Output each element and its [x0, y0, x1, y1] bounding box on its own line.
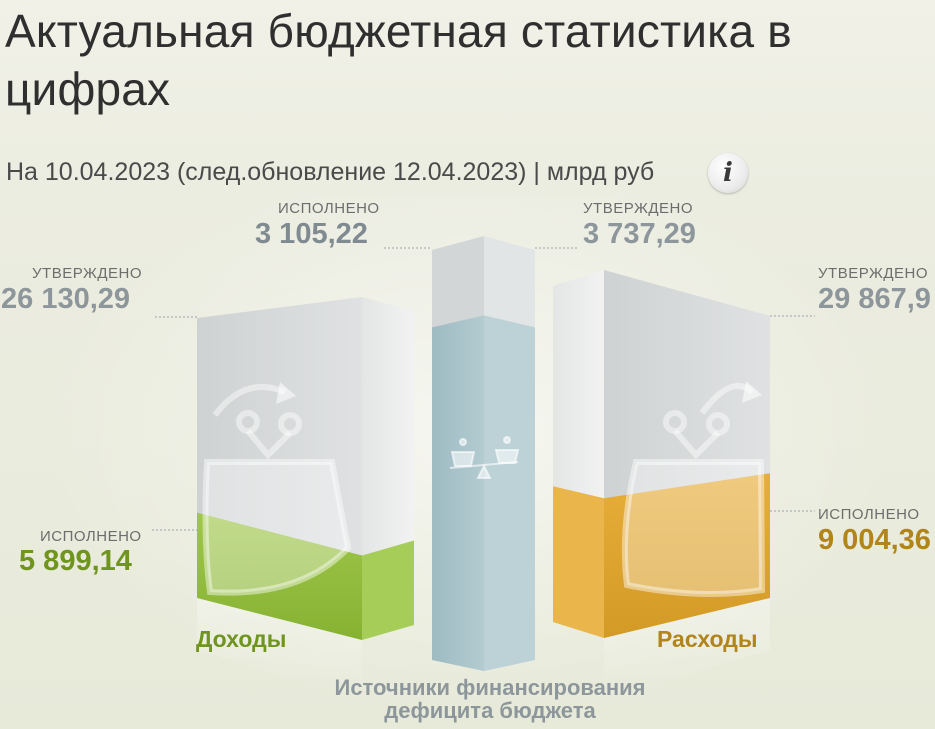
- income-box: [197, 297, 414, 640]
- income-approved-value: 26 130,29: [1, 283, 131, 315]
- deficit-executed-label: ИСПОЛНЕНО: [278, 200, 380, 217]
- wallet-icon: [621, 381, 766, 597]
- page-title: Актуальная бюджетная статистика в цифрах: [5, 5, 792, 115]
- income-category-label[interactable]: Доходы: [196, 626, 287, 652]
- expense-box: [553, 270, 770, 638]
- deficit-category-line1: Источники финансирования: [334, 675, 646, 700]
- deficit-executed-value: 3 105,22: [255, 218, 368, 250]
- info-icon[interactable]: i: [708, 153, 748, 193]
- deficit-approved-label: УТВЕРЖДЕНО: [583, 200, 694, 217]
- report-date-subtitle: На 10.04.2023 (след.обновление 12.04.202…: [6, 158, 655, 186]
- income-executed-value: 5 899,14: [19, 545, 132, 577]
- expense-category-label[interactable]: Расходы: [657, 626, 758, 652]
- deficit-box: [432, 236, 535, 671]
- income-executed-side: [362, 540, 414, 640]
- deficit-category-label[interactable]: Источники финансирования дефицита бюджет…: [280, 676, 700, 722]
- expense-executed-bar: [604, 473, 770, 638]
- expense-approved-value: 29 867,9: [818, 283, 931, 315]
- deficit-category-line2: дефицита бюджета: [384, 698, 596, 723]
- floor-reflection: [604, 598, 770, 700]
- income-executed-bar: [197, 512, 362, 640]
- deficit-approved-value: 3 737,29: [583, 218, 696, 250]
- income-executed-label: ИСПОЛНЕНО: [40, 528, 142, 545]
- income-approved-label: УТВЕРЖДЕНО: [32, 265, 143, 282]
- wallet-icon: [202, 382, 352, 596]
- expense-approved-label: УТВЕРЖДЕНО: [818, 265, 929, 282]
- deficit-executed-side: [484, 315, 535, 671]
- expense-executed-label: ИСПОЛНЕНО: [818, 506, 920, 523]
- floor-reflection: [197, 598, 362, 700]
- expense-executed-side: [553, 486, 604, 638]
- deficit-executed-bar: [432, 315, 484, 671]
- expense-executed-value: 9 004,36: [818, 524, 931, 556]
- scales-icon: [449, 436, 520, 479]
